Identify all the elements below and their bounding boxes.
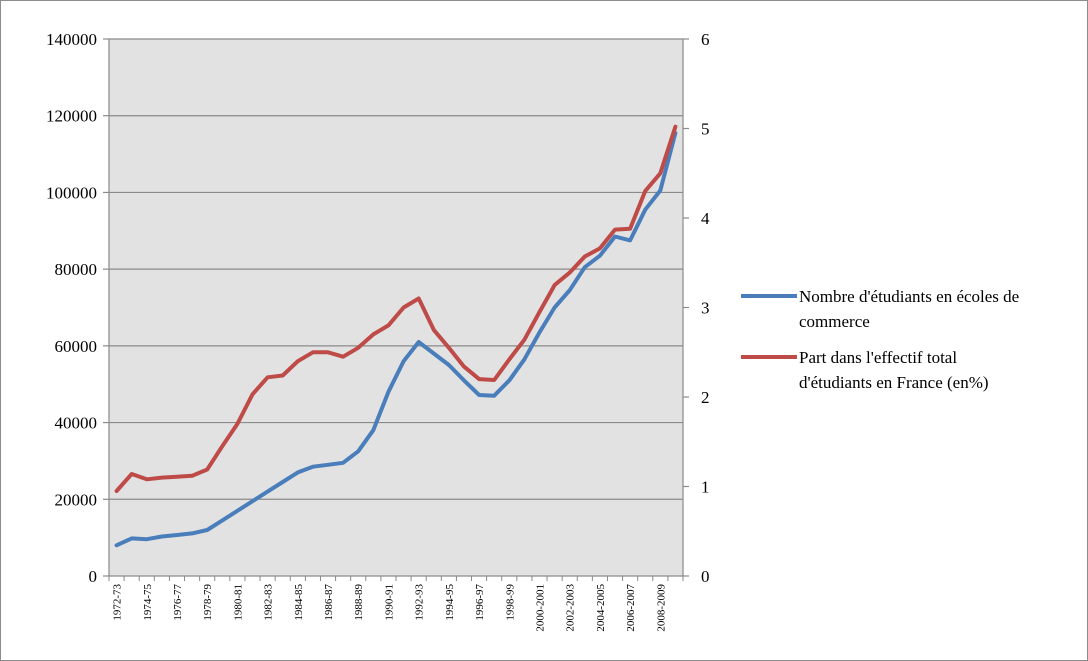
- x-tick-label: 2002-2003: [565, 584, 577, 632]
- x-tick-label: 1972-73: [112, 584, 124, 621]
- plot-area: [109, 39, 683, 576]
- x-tick-label: 1998-99: [504, 584, 516, 621]
- x-tick-label: 1976-77: [172, 584, 184, 621]
- right-tick-label: 0: [701, 567, 710, 586]
- left-tick-label: 40000: [55, 414, 98, 433]
- right-tick-label: 3: [701, 299, 710, 318]
- x-tick-label: 2006-2007: [625, 584, 637, 632]
- left-tick-label: 0: [89, 567, 98, 586]
- left-tick-label: 80000: [55, 260, 98, 279]
- legend-label-1: Nombre d'étudiants en écoles de: [799, 287, 1019, 306]
- x-tick-label: 1980-81: [232, 584, 244, 621]
- series-line-1: [114, 131, 678, 548]
- x-tick-label: 1974-75: [142, 584, 154, 621]
- right-tick-label: 5: [701, 120, 710, 139]
- x-tick-label: 1982-83: [263, 584, 275, 621]
- legend-label-2: Part dans l'effectif total: [799, 348, 957, 367]
- series-line-2: [114, 124, 678, 493]
- x-tick-label: 1990-91: [383, 584, 395, 621]
- right-tick-label: 4: [701, 209, 710, 228]
- x-tick-label: 2008-2009: [655, 584, 667, 632]
- x-tick-label: 1988-89: [353, 584, 365, 621]
- x-tick-label: 2000-2001: [535, 584, 547, 632]
- x-tick-label: 1994-95: [444, 584, 456, 621]
- x-tick-label: 1978-79: [202, 584, 214, 621]
- x-tick-label: 1984-85: [293, 584, 305, 621]
- left-tick-label: 20000: [55, 490, 98, 509]
- left-tick-label: 120000: [46, 107, 97, 126]
- legend-label-1: commerce: [799, 312, 870, 331]
- right-tick-label: 2: [701, 388, 710, 407]
- left-tick-label: 60000: [55, 337, 98, 356]
- right-tick-label: 1: [701, 478, 710, 497]
- legend-label-2: d'étudiants en France (en%): [799, 373, 989, 392]
- right-tick-label: 6: [701, 30, 710, 49]
- left-tick-label: 100000: [46, 183, 97, 202]
- left-tick-label: 140000: [46, 30, 97, 49]
- x-tick-label: 1996-97: [474, 584, 486, 621]
- x-tick-label: 1992-93: [414, 584, 426, 621]
- x-tick-label: 1986-87: [323, 584, 335, 621]
- x-tick-label: 2004-2005: [595, 584, 607, 632]
